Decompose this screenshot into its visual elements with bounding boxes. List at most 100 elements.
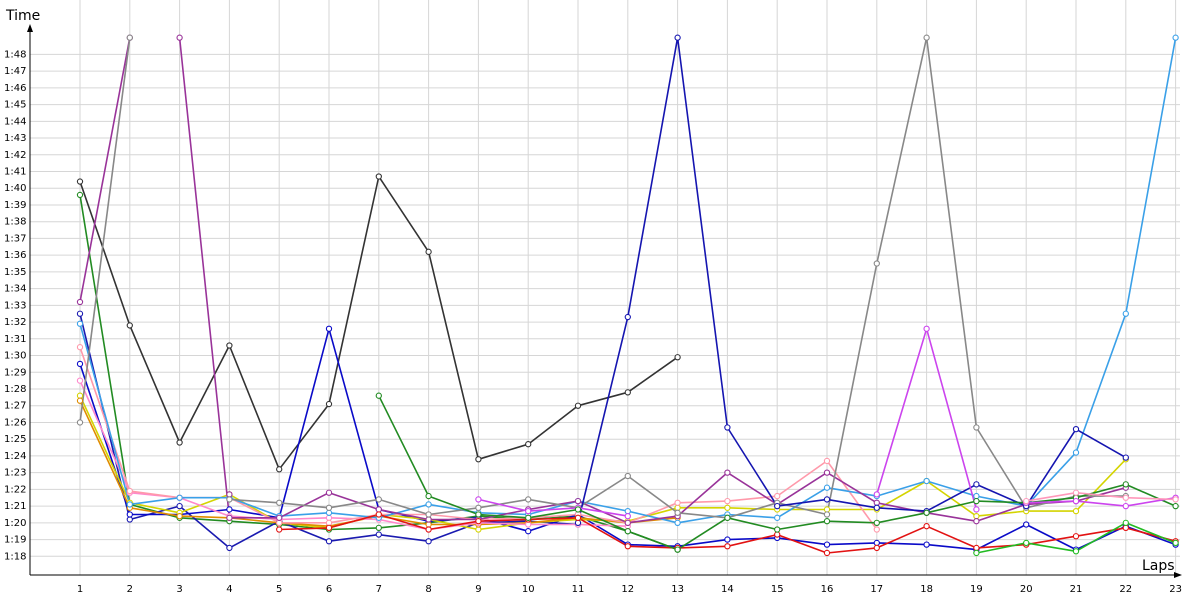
data-point	[375, 506, 382, 513]
data-point	[973, 506, 980, 513]
x-tick-label: 1	[77, 584, 83, 595]
y-tick-label: 1:31	[4, 334, 26, 345]
data-point	[724, 469, 731, 476]
series-line	[577, 36, 1127, 523]
y-tick-label: 1:36	[4, 250, 26, 261]
data-point	[574, 402, 582, 409]
data-point	[973, 424, 980, 431]
y-tick-label: 1:25	[4, 434, 26, 445]
data-point	[1122, 310, 1129, 317]
y-tick-label: 1:23	[4, 468, 26, 479]
series-line	[79, 37, 131, 423]
data-point	[724, 504, 731, 511]
data-point	[126, 34, 133, 41]
data-point	[425, 516, 432, 523]
data-point	[1023, 521, 1030, 528]
y-tick-label: 1:24	[4, 451, 26, 462]
data-point	[774, 531, 781, 538]
data-point	[425, 526, 432, 533]
data-point	[1072, 497, 1080, 505]
data-point	[276, 466, 283, 473]
data-point	[574, 506, 582, 513]
data-point	[674, 519, 681, 526]
x-tick-label: 19	[970, 584, 983, 595]
data-point	[624, 528, 631, 535]
data-point	[923, 325, 930, 332]
data-point	[923, 477, 930, 485]
data-point	[1023, 539, 1030, 547]
data-point	[325, 504, 333, 511]
data-point	[76, 191, 84, 199]
data-point	[823, 549, 831, 557]
data-point	[1172, 34, 1179, 41]
x-tick-label: 7	[376, 584, 382, 595]
data-point	[76, 397, 84, 404]
data-point	[425, 521, 432, 528]
y-tick-label: 1:32	[4, 317, 26, 328]
y-tick-label: 1:20	[4, 518, 26, 529]
data-point	[674, 504, 681, 511]
data-point	[375, 392, 382, 399]
data-point	[425, 511, 432, 518]
data-point	[525, 507, 532, 515]
y-tick-label: 1:30	[4, 351, 26, 362]
data-point	[724, 424, 731, 431]
y-tick-label: 1:35	[4, 267, 26, 278]
x-tick-label: 13	[671, 584, 684, 595]
grid-lines	[30, 0, 1180, 575]
data-point	[973, 518, 980, 525]
data-point	[525, 441, 532, 448]
y-tick-label: 1:34	[4, 284, 26, 295]
data-point	[674, 354, 681, 361]
y-tick-label: 1:40	[4, 183, 26, 194]
data-point	[1072, 489, 1080, 496]
data-point	[823, 518, 831, 525]
data-point	[76, 310, 84, 317]
data-point	[375, 496, 382, 503]
y-tick-label: 1:19	[4, 535, 26, 546]
data-point	[76, 344, 84, 351]
data-point	[873, 491, 880, 498]
data-point	[76, 360, 84, 368]
y-tick-label: 1:44	[4, 116, 26, 127]
data-point	[823, 496, 831, 503]
data-point	[823, 457, 831, 465]
data-point	[823, 541, 831, 548]
y-tick-label: 1:22	[4, 484, 26, 495]
x-tick-label: 11	[572, 584, 585, 595]
data-point	[873, 539, 880, 547]
data-point	[325, 489, 333, 496]
x-tick-label: 21	[1070, 584, 1083, 595]
y-tick-label: 1:46	[4, 83, 26, 94]
data-point	[475, 526, 482, 533]
data-point	[475, 504, 482, 511]
data-point	[973, 492, 980, 500]
data-point	[873, 260, 880, 267]
series-points	[76, 34, 1179, 557]
data-point	[774, 502, 781, 510]
data-point	[525, 521, 532, 528]
data-point	[724, 536, 731, 543]
data-point	[375, 524, 382, 532]
series-line	[178, 37, 1127, 524]
data-point	[76, 298, 84, 306]
data-point	[1023, 497, 1030, 505]
data-point	[276, 514, 283, 521]
y-tick-label: 1:27	[4, 401, 26, 412]
x-tick-label: 9	[475, 584, 481, 595]
y-tick-labels: 1:18 1:19 1:20 1:21 1:22 1:23 1:24 1:25 1:26 1:27…	[4, 49, 26, 562]
data-point	[126, 487, 133, 495]
data-point	[973, 544, 980, 552]
data-point	[425, 501, 432, 508]
data-point	[226, 496, 233, 503]
data-point	[1172, 502, 1179, 510]
data-point	[973, 512, 980, 520]
data-point	[176, 512, 183, 520]
data-point	[126, 501, 133, 508]
x-tick-label: 12	[621, 584, 634, 595]
data-point	[1122, 481, 1129, 488]
x-tick-label: 6	[326, 584, 332, 595]
data-point	[674, 509, 681, 516]
data-point	[1072, 548, 1080, 555]
y-tick-label: 1:21	[4, 501, 26, 512]
